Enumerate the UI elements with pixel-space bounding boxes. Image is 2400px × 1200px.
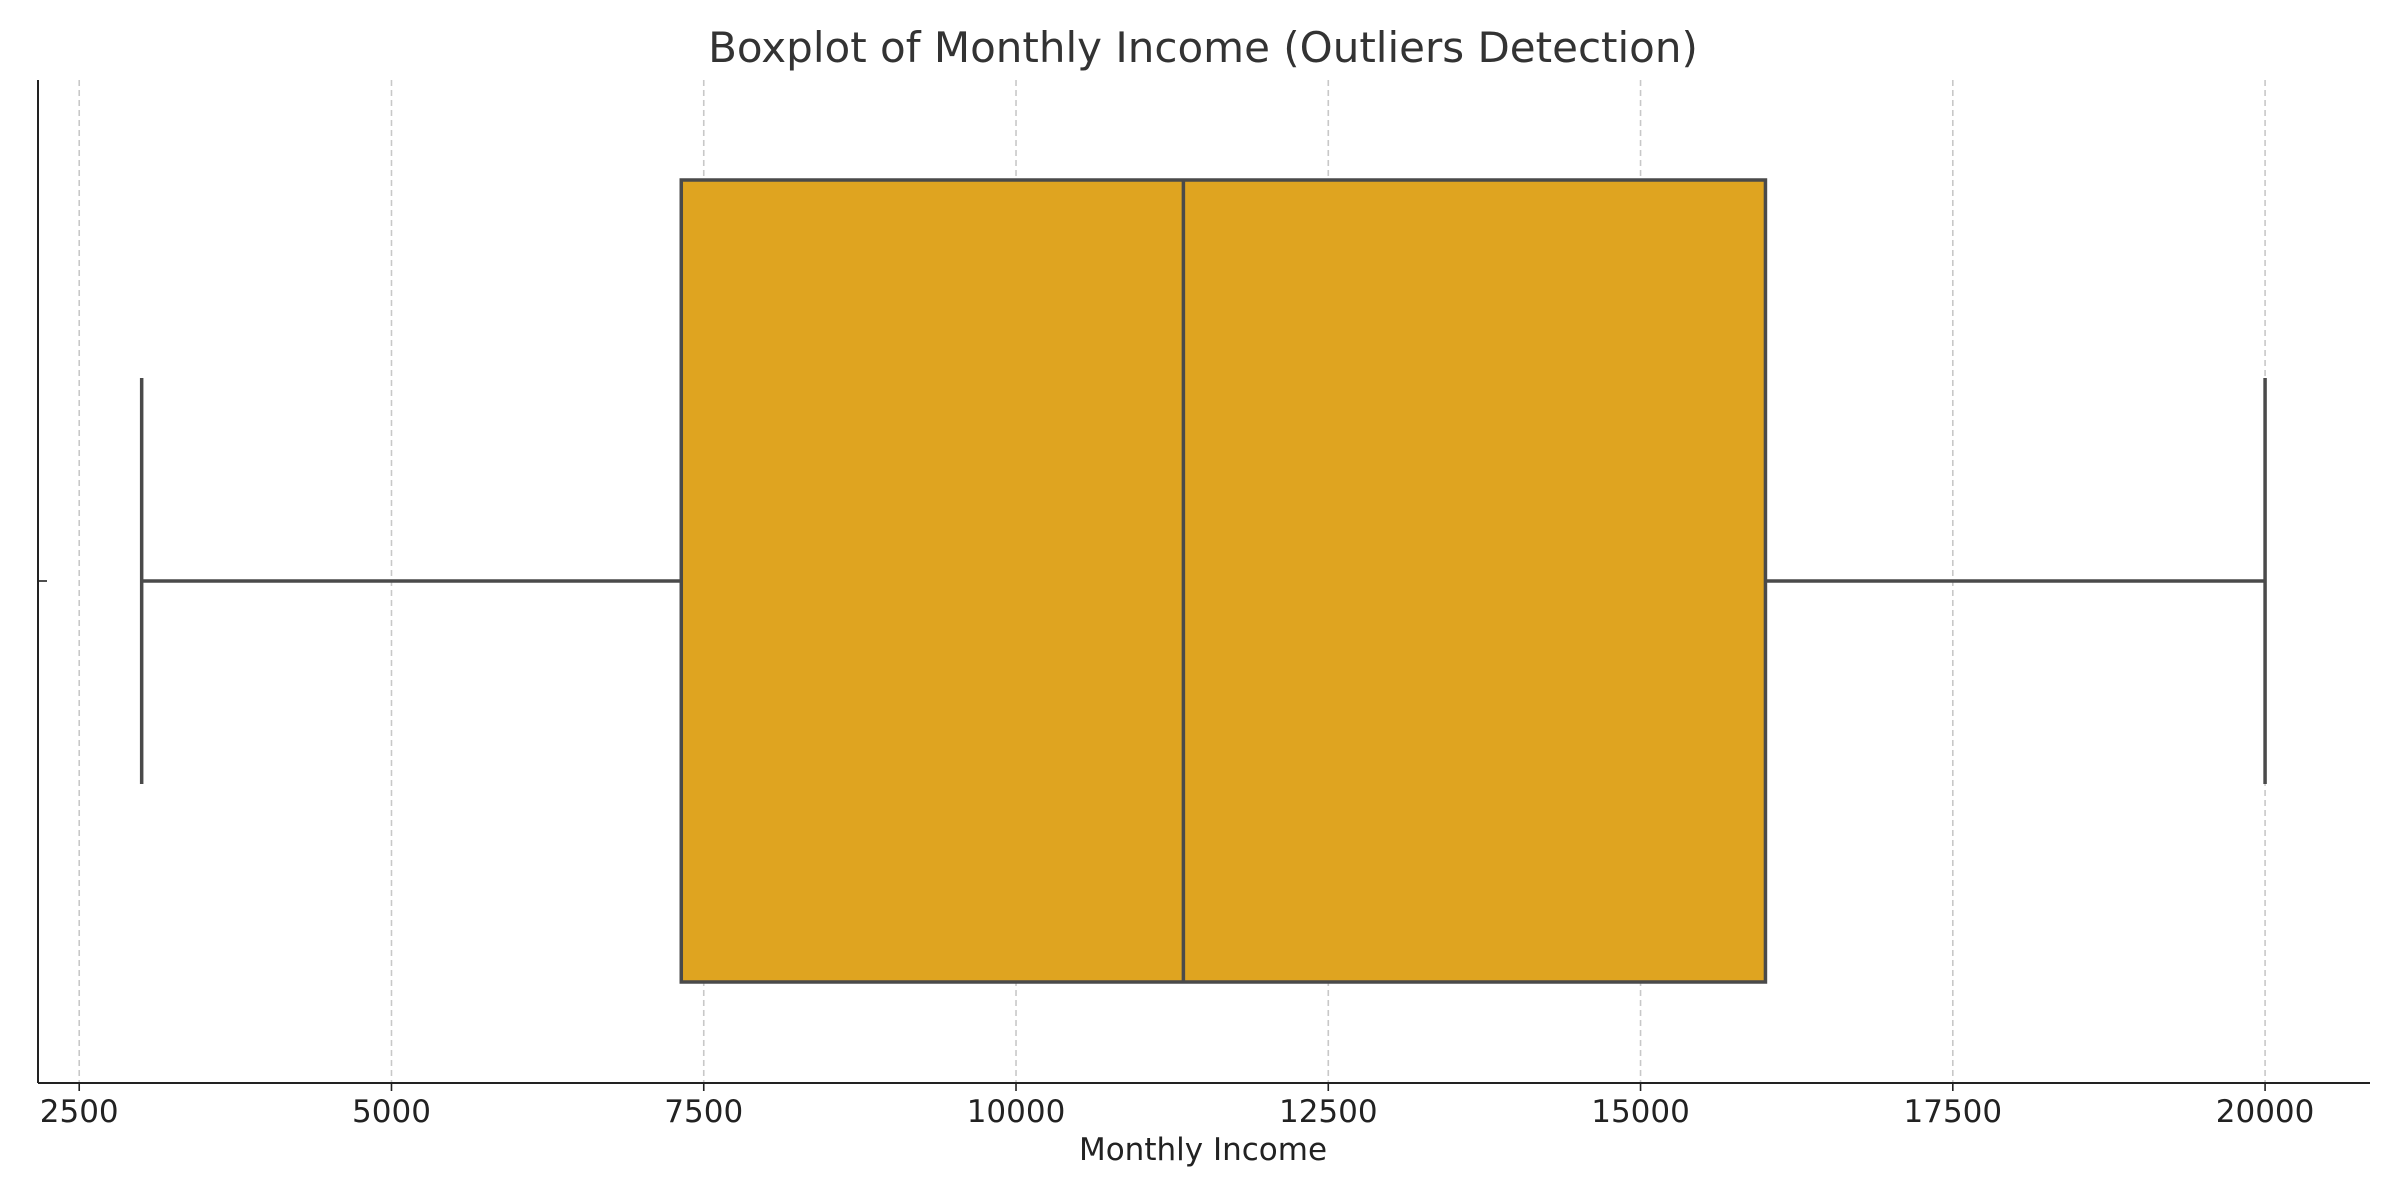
x-tick-label-15000: 15000: [1591, 1094, 1690, 1130]
chart-title: Boxplot of Monthly Income (Outliers Dete…: [708, 23, 1698, 72]
x-tick-label-12500: 12500: [1279, 1094, 1378, 1130]
x-tick-label-17500: 17500: [1904, 1094, 2003, 1130]
x-tick-label-2500: 2500: [40, 1094, 119, 1130]
x-tick-label-5000: 5000: [352, 1094, 431, 1130]
x-axis-label: Monthly Income: [1079, 1132, 1327, 1168]
box-group: [139, 178, 2267, 984]
x-tick-label-10000: 10000: [967, 1094, 1066, 1130]
iqr-box: [679, 178, 1768, 984]
x-ticks: 2500 5000 7500 10000 12500 15000 17500 20000: [40, 1083, 2315, 1130]
x-tick-label-7500: 7500: [664, 1094, 743, 1130]
x-tick-label-20000: 20000: [2216, 1094, 2315, 1130]
